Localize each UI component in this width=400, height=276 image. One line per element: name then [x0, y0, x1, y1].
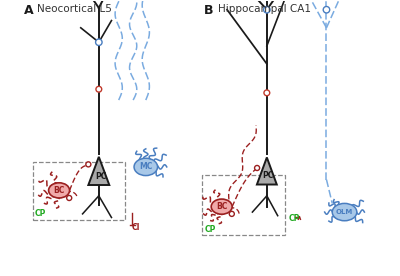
Ellipse shape	[49, 183, 70, 198]
Text: B: B	[204, 4, 213, 17]
Ellipse shape	[211, 199, 232, 214]
Text: A: A	[24, 4, 33, 17]
Circle shape	[86, 162, 91, 167]
Circle shape	[264, 6, 270, 13]
Circle shape	[96, 39, 102, 46]
Text: CP: CP	[34, 209, 46, 218]
Text: PC: PC	[262, 171, 274, 181]
Polygon shape	[88, 157, 109, 185]
Circle shape	[264, 90, 270, 96]
Text: Neocortical L5: Neocortical L5	[38, 4, 112, 14]
Circle shape	[323, 6, 330, 13]
Circle shape	[254, 165, 260, 171]
Ellipse shape	[332, 203, 357, 221]
Circle shape	[67, 195, 72, 200]
Text: PC: PC	[95, 172, 106, 181]
Text: BC: BC	[216, 202, 227, 211]
Circle shape	[229, 211, 234, 216]
Text: CP: CP	[288, 214, 300, 223]
Polygon shape	[257, 157, 277, 185]
Circle shape	[96, 86, 102, 92]
Text: MC: MC	[139, 162, 152, 171]
Ellipse shape	[134, 158, 158, 176]
Text: CP: CP	[204, 225, 216, 233]
Text: Hippocampal CA1: Hippocampal CA1	[218, 4, 311, 14]
Text: CI: CI	[132, 223, 140, 232]
Text: OLM: OLM	[336, 209, 353, 215]
Text: BC: BC	[53, 186, 65, 195]
